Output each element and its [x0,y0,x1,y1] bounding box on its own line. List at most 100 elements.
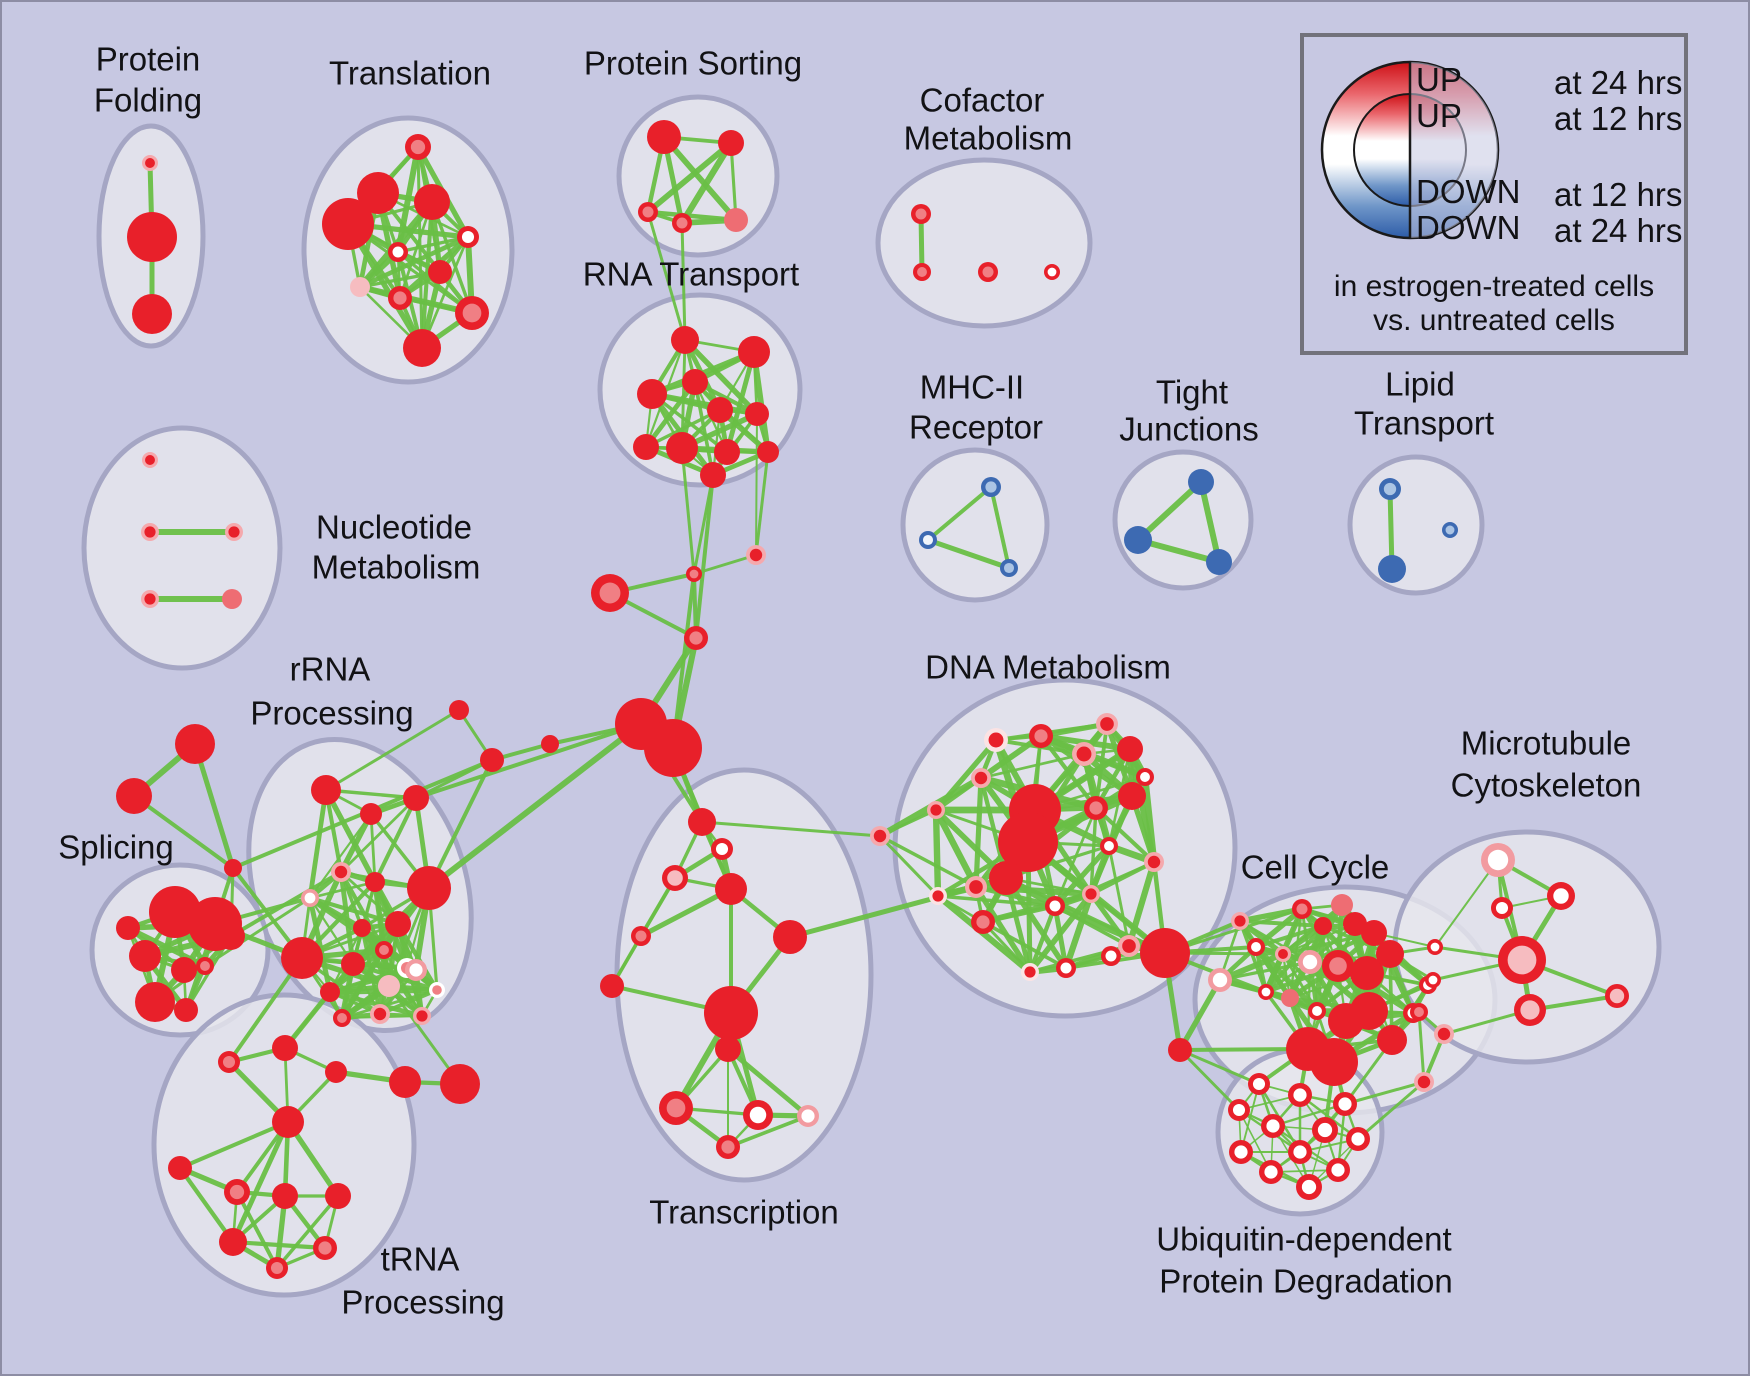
node-core-CF2 [982,266,994,278]
edge-MT0-MT3 [1434,859,1499,948]
edge-PS0-PS4 [661,134,739,223]
node-TR7 [266,1257,288,1279]
node-core-MT10 [1414,1007,1424,1017]
node-R6 [633,434,659,460]
edge-TR2-TR7 [235,1190,279,1270]
node-T10 [403,329,441,367]
legend-footer-line1: in estrogen-treated cells [1333,270,1655,303]
edge-D12-D18 [981,920,1068,970]
node-CC5 [1247,938,1265,956]
edge-D3-D24 [973,775,984,890]
node-X11 [797,1105,819,1127]
node-RR4 [301,889,319,907]
node-ring-S2 [224,859,242,877]
node-core-TR2 [229,1184,245,1200]
node-core-X4 [635,930,647,942]
edge-D15-D16 [1125,858,1158,950]
edge-TR1-TR5 [177,1165,236,1245]
node-core-U5 [1317,1122,1333,1138]
node-CC9 [1350,956,1384,990]
node-core-U2 [1338,1097,1352,1111]
cluster-label-nucleotide_metabolism-line2: Metabolism [312,549,481,586]
node-X4 [631,926,651,946]
node-MT0 [1481,843,1515,877]
node-D7 [1084,796,1108,820]
node-RR7 [385,911,411,937]
node-X3 [715,873,747,905]
node-MT7 [1605,984,1629,1008]
edge-PS2-R0 [646,210,687,342]
edge-R0-R5 [682,337,760,417]
node-D1 [1029,724,1053,748]
legend-box: UP at 24 hrs UP at 12 hrs DOWN at 12 hrs… [1300,33,1688,355]
node-N4 [222,589,242,609]
node-core-RR19 [432,985,442,995]
cluster-label-mhc_ii_receptor-line2: Receptor [909,409,1043,446]
node-core-T5 [392,246,404,258]
node-ring-X5 [600,974,624,998]
node-MT9 [1414,1072,1434,1092]
node-D19 [870,826,890,846]
node-ring-C6 [541,735,559,753]
node-MT10 [1410,1003,1428,1021]
node-ring-SP0 [149,886,201,938]
node-ring-T7 [350,277,370,297]
node-X8 [773,920,807,954]
node-R1 [738,336,770,368]
edge-RR0-RR4 [307,787,329,901]
edge-MT9-MT10 [1417,1010,1426,1084]
node-ring-TR11 [389,1066,421,1098]
node-TR12 [440,1064,480,1104]
node-D3 [971,768,991,788]
edge-RR9-RR18 [382,948,424,1018]
node-N0 [142,452,158,468]
node-L2 [1442,522,1458,538]
node-ring-R10 [700,462,726,488]
node-ring-R1 [738,336,770,368]
node-U4 [1261,1114,1285,1138]
node-MT2 [1491,897,1513,919]
node-ring-CC18 [1377,1025,1407,1055]
edge-MT9-U6 [1356,1080,1426,1141]
node-RR17 [405,959,427,981]
node-X9 [659,1091,693,1125]
node-SP2 [129,940,161,972]
cluster-label-protein_sorting-line1: Protein Sorting [584,45,802,82]
cluster-label-trna_processing-line1: tRNA [381,1241,460,1278]
node-ring-RR11 [281,937,323,979]
node-CC7 [1298,950,1322,974]
node-ring-S0 [175,724,215,764]
node-PS2 [638,202,658,222]
node-CC6 [1275,946,1291,962]
node-RR14 [320,982,340,1002]
node-MT8 [1434,1024,1454,1044]
node-U7 [1229,1140,1253,1164]
node-core-CC24 [1105,950,1117,962]
node-core-U6 [1351,1132,1365,1146]
node-RR16 [370,1004,390,1024]
node-CC17 [1310,1038,1358,1086]
edge-R4-R6 [644,408,722,449]
edge-D10-D18 [1003,875,1069,971]
node-core-X9 [666,1098,686,1118]
node-core-CC0 [1296,903,1308,915]
node-ring-RR5 [365,872,385,892]
node-core-T9 [462,303,482,323]
node-D0 [984,728,1008,752]
edge-CC4-CC6 [1281,931,1376,956]
node-TR9 [272,1035,298,1061]
node-C3 [684,626,708,650]
node-core-X12 [721,1140,735,1154]
node-ring-CC12 [1281,989,1299,1007]
node-MT6 [1514,994,1546,1026]
node-ring-TJ2 [1206,549,1232,575]
node-D20 [1140,928,1190,978]
node-ring-X3 [715,873,747,905]
node-TR10 [325,1061,347,1083]
node-core-U8 [1293,1145,1307,1159]
node-CC1 [1331,894,1353,916]
node-core-SP4 [200,961,210,971]
edge-C0-C1 [692,553,758,576]
cluster-label-rrna_processing-line1: rRNA [290,651,371,688]
